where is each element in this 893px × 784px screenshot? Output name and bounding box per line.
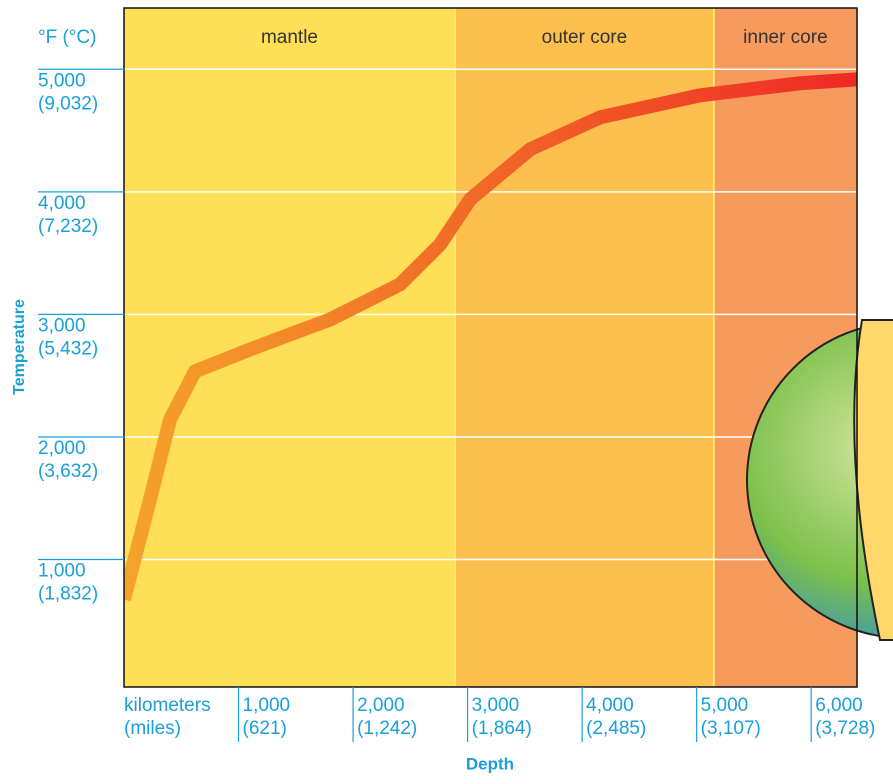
region-label: mantle — [261, 27, 318, 48]
y-tick-label: 1,000 — [38, 561, 86, 582]
region-label: outer core — [542, 27, 628, 48]
y-tick-sublabel: (3,632) — [38, 461, 98, 482]
x-tick-label: 3,000 — [472, 695, 520, 716]
plot-background — [124, 8, 857, 687]
y-tick-label: 4,000 — [38, 193, 86, 214]
x-tick-sublabel: (1,242) — [357, 718, 417, 739]
y-tick-sublabel: (5,432) — [38, 338, 98, 359]
x-tick-sublabel: (3,107) — [701, 718, 761, 739]
plot-frame — [123, 7, 858, 688]
y-axis-title: Temperature — [11, 299, 28, 395]
x-unit-sub: (miles) — [124, 718, 181, 739]
y-tick-sublabel: (7,232) — [38, 216, 98, 237]
x-tick-sublabel: (3,728) — [815, 718, 875, 739]
x-tick-sublabel: (2,485) — [586, 718, 646, 739]
x-axis-title: Depth — [466, 754, 514, 773]
y-tick-sublabel: (1,832) — [38, 584, 98, 605]
region-label: inner core — [743, 27, 828, 48]
x-tick-label: 5,000 — [701, 695, 749, 716]
y-unit: °F (°C) — [38, 27, 96, 48]
region — [124, 8, 455, 687]
x-tick-label: 6,000 — [815, 695, 863, 716]
y-tick-label: 2,000 — [38, 438, 86, 459]
y-tick-label: 5,000 — [38, 70, 86, 91]
y-tick-label: 3,000 — [38, 315, 86, 336]
x-unit: kilometers — [124, 695, 211, 716]
y-tick-sublabel: (9,032) — [38, 93, 98, 114]
x-tick-sublabel: (621) — [243, 718, 287, 739]
region — [454, 8, 714, 687]
x-tick-label: 2,000 — [357, 695, 405, 716]
temperature-line — [124, 72, 857, 602]
x-tick-label: 1,000 — [243, 695, 291, 716]
curve-layer — [124, 72, 857, 602]
x-tick-sublabel: (1,864) — [472, 718, 532, 739]
x-tick-label: 4,000 — [586, 695, 634, 716]
grid — [124, 68, 857, 561]
